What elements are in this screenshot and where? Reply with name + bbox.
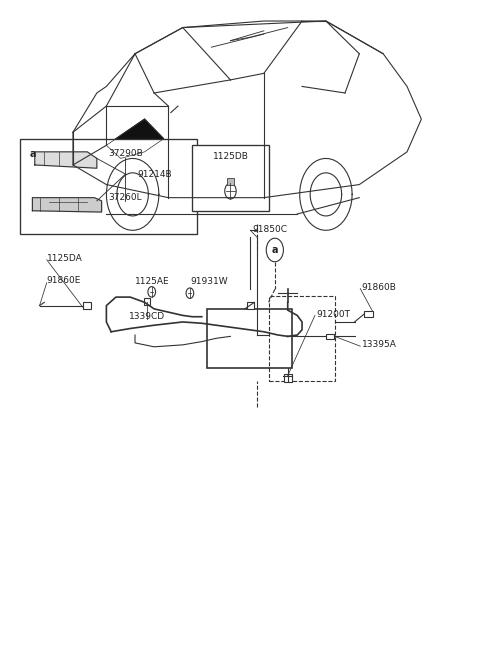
Bar [227,178,234,185]
Circle shape [266,238,283,261]
Text: 13395A: 13395A [362,340,396,350]
Circle shape [148,286,156,297]
Bar [364,311,372,317]
Text: 1339CD: 1339CD [129,312,166,321]
Text: 91860B: 91860B [362,283,396,292]
Circle shape [186,288,194,298]
Text: a: a [272,245,278,255]
Text: 37260L: 37260L [109,193,143,202]
Bar [269,296,336,381]
Circle shape [225,183,236,199]
Bar [247,302,254,309]
Text: 37290B: 37290B [109,148,144,158]
Polygon shape [107,119,164,158]
Polygon shape [33,198,102,212]
Text: 1125AE: 1125AE [135,277,169,286]
Text: 91214B: 91214B [137,170,172,179]
Bar [144,298,150,305]
Bar [206,309,292,368]
Bar [284,374,291,382]
Bar [21,139,197,234]
Text: 1125DB: 1125DB [213,152,248,161]
Text: 91931W: 91931W [190,277,228,286]
Text: 91850C: 91850C [252,225,287,233]
Text: 91860E: 91860E [47,276,81,285]
Text: 91200T: 91200T [316,309,350,319]
Text: a: a [30,148,36,158]
Polygon shape [35,152,97,168]
Bar [83,302,91,309]
Text: 1125DA: 1125DA [47,254,83,263]
Bar [192,145,269,211]
Bar [326,334,335,339]
